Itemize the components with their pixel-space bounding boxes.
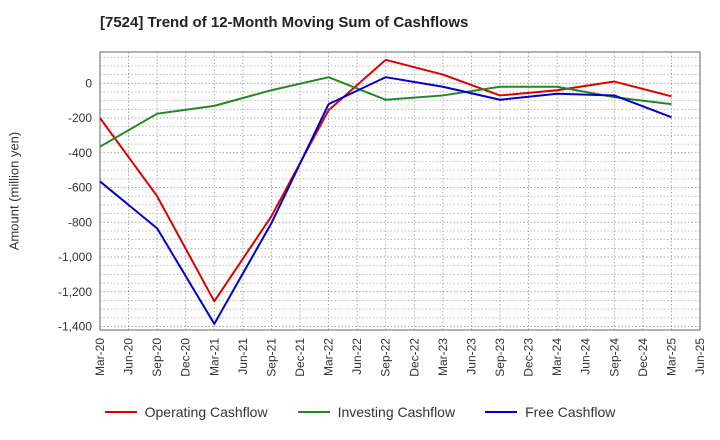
- y-tick-label: -400: [68, 146, 92, 160]
- legend-item-operating-cashflow: Operating Cashflow: [104, 404, 268, 420]
- x-tick-label: Dec-20: [179, 338, 193, 377]
- chart-title: [7524] Trend of 12-Month Moving Sum of C…: [100, 14, 469, 31]
- legend-label: Operating Cashflow: [144, 404, 268, 420]
- series-line-operating-cashflow: [99, 58, 672, 303]
- x-tick-label: Jun-22: [350, 338, 364, 375]
- x-tick-label: Jun-21: [236, 338, 250, 375]
- x-tick-label: Dec-24: [636, 338, 650, 377]
- x-tick-label: Mar-22: [322, 338, 336, 376]
- y-tick-label: -200: [68, 111, 92, 125]
- x-tick-label: Dec-23: [522, 338, 536, 377]
- y-tick-label: -600: [68, 181, 92, 195]
- legend-swatch: [485, 411, 518, 413]
- y-tick-label: -1,200: [58, 285, 92, 299]
- y-tick-label: -1,000: [58, 250, 92, 264]
- x-tick-label: Mar-20: [93, 338, 107, 376]
- series-line-investing-cashflow: [99, 76, 672, 148]
- x-tick-label: Dec-22: [407, 338, 421, 377]
- x-tick-label: Sep-23: [493, 338, 507, 377]
- series-line-free-cashflow: [99, 76, 672, 325]
- plot-area: 0-200-400-600-800-1,000-1,200-1,400Mar-2…: [58, 51, 707, 377]
- legend-swatch: [297, 411, 330, 413]
- x-tick-label: Jun-23: [464, 338, 478, 375]
- plot-border: [99, 51, 701, 331]
- x-tick-label: Sep-22: [379, 338, 393, 377]
- x-tick-label: Mar-25: [664, 338, 678, 376]
- legend-label: Free Cashflow: [525, 404, 616, 420]
- legend-item-investing-cashflow: Investing Cashflow: [297, 404, 456, 420]
- x-tick-label: Jun-24: [579, 338, 593, 375]
- x-tick-label: Sep-20: [150, 338, 164, 377]
- legend-item-free-cashflow: Free Cashflow: [485, 404, 615, 420]
- legend: Operating Cashflow Investing Cashflow Free…: [0, 404, 720, 420]
- y-tick-label: -800: [68, 215, 92, 229]
- y-axis-label: Amount (million yen): [6, 131, 22, 251]
- x-tick-label: Mar-23: [436, 338, 450, 376]
- y-tick-label: -1,400: [58, 320, 92, 334]
- x-tick-label: Jun-25: [693, 338, 707, 375]
- plot-background: [100, 52, 700, 330]
- x-tick-label: Sep-24: [607, 338, 621, 377]
- y-tick-label: 0: [85, 76, 92, 90]
- legend-swatch: [104, 411, 137, 413]
- x-tick-label: Jun-20: [122, 338, 136, 375]
- x-tick-label: Mar-24: [550, 338, 564, 376]
- legend-label: Investing Cashflow: [337, 404, 456, 420]
- x-tick-label: Dec-21: [293, 338, 307, 377]
- x-tick-label: Sep-21: [264, 338, 278, 377]
- x-tick-label: Mar-21: [207, 338, 221, 376]
